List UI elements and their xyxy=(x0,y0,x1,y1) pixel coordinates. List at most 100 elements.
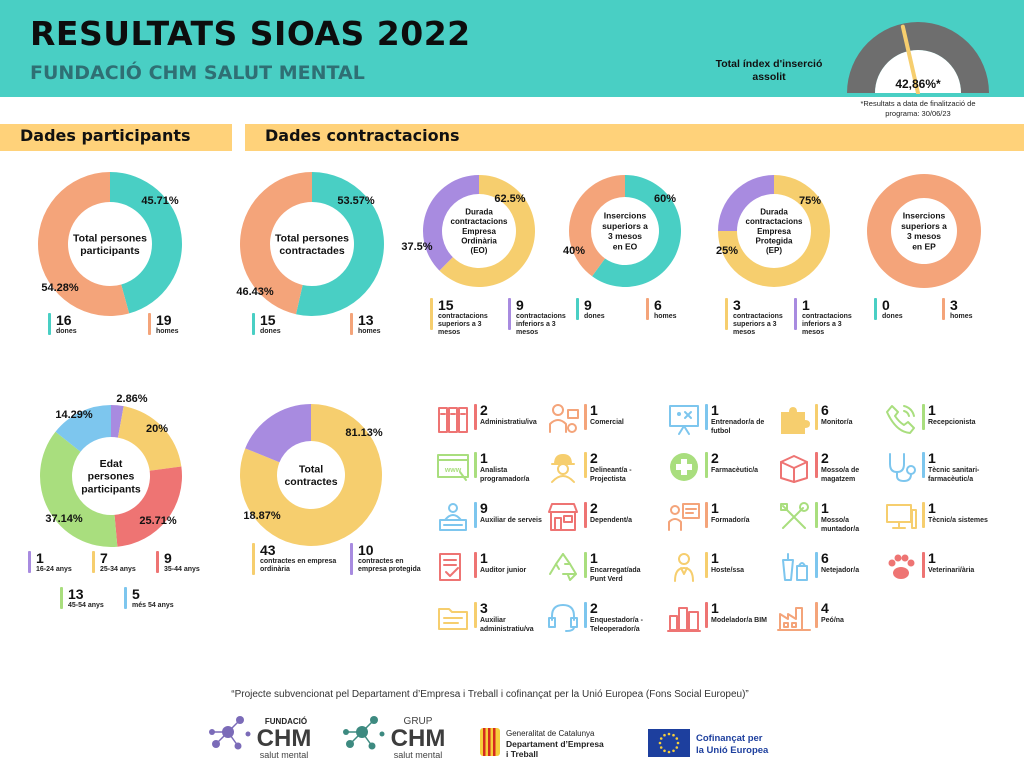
donut-title-line: en EO xyxy=(613,241,638,251)
folder-icon xyxy=(436,600,470,634)
slice-value-label: 25.71% xyxy=(139,515,177,527)
job-label: Tècnic sanitari-farmacèutic/a xyxy=(928,467,980,483)
legend-item: 16 dones xyxy=(48,313,98,336)
job-item: 4 Peó/na xyxy=(777,600,885,644)
legend-label: homes xyxy=(358,328,381,335)
job-label: Auxiliar administratiu/va xyxy=(480,617,534,633)
cleaning-icon xyxy=(777,550,811,584)
donut-chart-3: 62.5% 37.5% DuradacontractacionsEmpresaOrd… xyxy=(401,175,535,287)
eu-star-icon xyxy=(676,741,680,745)
legend-swatch xyxy=(92,551,95,573)
donut-slice xyxy=(110,172,183,314)
salesperson-icon xyxy=(546,402,580,436)
job-divider xyxy=(474,452,477,478)
job-item: 2 Dependent/a xyxy=(546,500,654,544)
job-divider xyxy=(922,552,925,578)
legend-label: contractes en empresa protegida xyxy=(358,558,421,573)
eu-line1: Cofinançat per xyxy=(696,733,763,744)
participants-section-title: Dades participants xyxy=(20,126,191,145)
eu-star-icon xyxy=(672,733,675,737)
job-label: Monitor/a xyxy=(821,419,853,426)
job-item: 1 Encarregat/ada Punt Verd xyxy=(546,550,654,594)
job-divider xyxy=(705,552,708,578)
legend-count: 5 xyxy=(132,586,140,602)
grup-logo-bottom: salut mental xyxy=(394,750,443,760)
insertion-index-gauge: 42,86%* xyxy=(847,22,989,94)
donut-slice xyxy=(55,405,111,452)
legend-swatch xyxy=(28,551,31,573)
legend-item: 13 homes xyxy=(350,313,410,336)
job-item: www 1 Analista programador/a xyxy=(436,450,544,494)
donut-chart-7: 2.86% 20% 25.71% 37.14% 14.29% Edatpersonespa… xyxy=(39,393,182,547)
job-count: 2 xyxy=(821,450,829,466)
fundacio-logo-top: FUNDACIÓ xyxy=(265,717,307,726)
job-item: 6 Netejador/a xyxy=(777,550,885,594)
donut-slice xyxy=(295,172,384,316)
job-label: Entrenador/a de futbol xyxy=(711,419,765,435)
legend-item: 10 contractes en empresa protegida xyxy=(350,543,430,575)
legend-item: 5 més 54 anys xyxy=(124,587,194,610)
job-divider xyxy=(474,602,477,628)
tactics-board-icon xyxy=(667,402,701,436)
job-divider xyxy=(705,602,708,628)
donut-title-line: superiors a xyxy=(901,221,947,231)
generalitat-line2: Departament d’Empresa xyxy=(506,739,604,749)
legend-swatch xyxy=(576,298,579,320)
job-item: 1 Auditor junior xyxy=(436,550,544,594)
job-divider xyxy=(584,452,587,478)
legend-swatch xyxy=(252,313,255,335)
legend-label: contractacions superiors a 3 mesos xyxy=(733,313,783,336)
donut-title-line: Ordinària xyxy=(461,236,497,245)
paw-icon xyxy=(884,550,918,584)
job-divider xyxy=(474,552,477,578)
job-count: 2 xyxy=(480,402,488,418)
eu-star-icon xyxy=(667,732,671,736)
legend-swatch xyxy=(725,298,728,330)
fundacio-logo-bottom: salut mental xyxy=(260,750,309,760)
slice-value-label: 20% xyxy=(146,423,168,435)
donut-slice xyxy=(245,404,311,463)
legend-count: 19 xyxy=(156,312,172,328)
box-icon xyxy=(777,450,811,484)
job-label: Comercial xyxy=(590,419,624,426)
trainer-icon xyxy=(667,500,701,534)
legend-label: 16-24 anys xyxy=(36,566,72,573)
contractacions-section-bar xyxy=(245,124,1024,151)
job-item: 1 Recepcionista xyxy=(884,402,992,446)
donut-slice xyxy=(718,175,830,287)
donut-slice xyxy=(39,431,118,547)
legend-item: 15 dones xyxy=(252,313,302,336)
donut-title-line: persones xyxy=(88,471,135,483)
puzzle-icon xyxy=(777,402,811,436)
legend-label: homes xyxy=(950,313,973,320)
eu-star-icon xyxy=(667,750,671,754)
grup-logo-main: CHM xyxy=(391,725,446,752)
legend-label: contractacions superiors a 3 mesos xyxy=(438,313,488,336)
donut-title-line: Durada xyxy=(760,208,788,217)
legend-label: contractacions inferiors a 3 mesos xyxy=(516,313,566,336)
slice-value-label: 53.57% xyxy=(337,195,375,207)
donut-slice xyxy=(592,175,682,287)
legend-swatch xyxy=(508,298,511,330)
legend-count: 3 xyxy=(950,297,958,313)
slice-value-label: 18.87% xyxy=(243,510,281,522)
legend-item: 1 16-24 anys xyxy=(28,551,98,574)
job-label: Netejador/a xyxy=(821,567,860,574)
slice-value-label: 100% xyxy=(0,0,14,3)
page-subtitle: FUNDACIÓ CHM SALUT MENTAL xyxy=(30,62,365,84)
eu-line2: la Unió Europea xyxy=(696,745,769,756)
legend-item: 19 homes xyxy=(148,313,208,336)
donut-title-line: Edat xyxy=(100,458,123,470)
legend-swatch xyxy=(48,313,51,335)
grup-chm-logo: GRUP CHM salut mental xyxy=(343,716,446,760)
legend-swatch xyxy=(350,543,353,575)
donut-title-line: participants xyxy=(80,245,140,257)
legend-count: 10 xyxy=(358,542,374,558)
donut-chart-5: 75% 25% DuradacontractacionsEmpresaProtegi… xyxy=(716,175,830,287)
job-divider xyxy=(815,602,818,628)
legend-label: contractes en empresa ordinària xyxy=(260,558,337,573)
slice-value-label: 37.14% xyxy=(45,513,83,525)
legend-item: 15 contractacions superiors a 3 mesos xyxy=(430,298,506,337)
